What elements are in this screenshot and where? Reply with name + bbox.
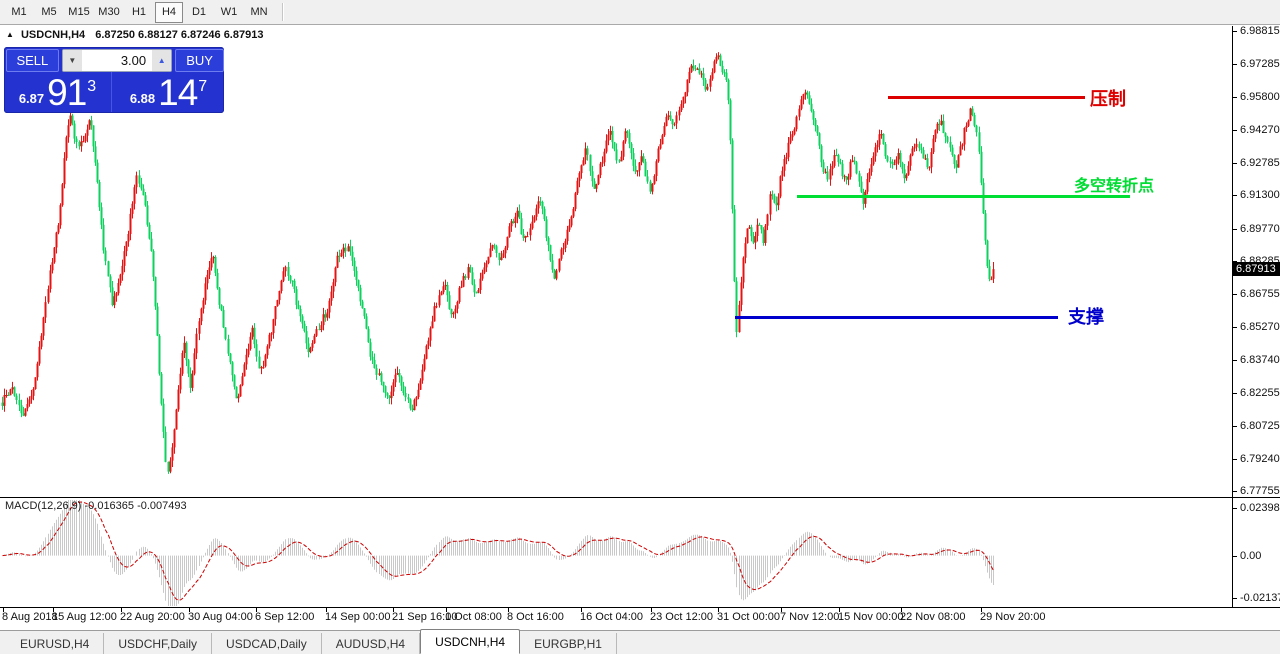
support-label: 支撑	[1068, 307, 1104, 327]
price-axis-label: 6.98815	[1240, 25, 1280, 37]
time-axis-label: 29 Nov 20:00	[980, 611, 1046, 623]
time-axis-label: 1 Oct 08:00	[445, 611, 502, 623]
chart-symbol-label: USDCNH,H4	[20, 29, 86, 41]
sell-price-display[interactable]: 6.87 91 3	[4, 72, 112, 112]
time-axis-label: 16 Oct 04:00	[580, 611, 643, 623]
timeframe-toolbar: M1 M5 M15 M30 H1 H4 D1 W1 MN	[0, 0, 1280, 25]
price-axis-label: 6.89770	[1240, 222, 1280, 235]
time-axis-label: 14 Sep 00:00	[325, 611, 391, 623]
price-axis-label: 6.95800	[1240, 90, 1280, 103]
chart-tab-AUDUSD-H4[interactable]: AUDUSD,H4	[322, 633, 421, 654]
time-axis-label: 30 Aug 04:00	[188, 611, 253, 623]
chart-frame	[0, 26, 1280, 612]
toolbar-separator	[282, 3, 284, 21]
candles-up-bodies	[3, 55, 995, 472]
time-axis-label: 7 Nov 12:00	[780, 611, 840, 623]
price-axis-label: 6.91300	[1240, 189, 1280, 202]
sell-price-sup: 3	[87, 78, 97, 95]
timeframe-button-H4[interactable]: H4	[155, 1, 183, 23]
price-axis-label: 6.77755	[1240, 485, 1280, 497]
buy-button[interactable]: BUY	[175, 49, 224, 72]
buy-price-display[interactable]: 6.88 14 7	[113, 72, 224, 112]
time-axis-label: 22 Nov 08:00	[900, 611, 966, 623]
resistance-label: 压制	[1090, 89, 1126, 109]
price-axis-label: 6.85270	[1240, 320, 1280, 333]
chart-tab-EURGBP-H1[interactable]: EURGBP,H1	[520, 633, 617, 654]
volume-increase-button[interactable]: ▲	[152, 50, 172, 71]
time-axis-label: 22 Aug 20:00	[120, 611, 185, 623]
sell-price-big: 91	[47, 72, 87, 113]
macd-main-value: -0.016365	[84, 500, 135, 512]
candles-down-wicks	[2, 53, 990, 474]
macd-indicator-label: MACD(12,26,9) -0.016365 -0.007493	[5, 500, 187, 512]
volume-value[interactable]: 3.00	[81, 50, 153, 71]
price-axis-label: 6.86755	[1240, 288, 1280, 301]
timeframe-button-M30[interactable]: M30	[98, 6, 120, 18]
time-axis-label: 8 Aug 2018	[2, 611, 58, 623]
candles-down-bodies	[1, 55, 991, 472]
time-axis-label: 6 Sep 12:00	[255, 611, 315, 623]
macd-signal-value: -0.007493	[137, 500, 187, 512]
price-axis-label: 6.97285	[1240, 58, 1280, 71]
time-axis-label: 15 Aug 12:00	[52, 611, 117, 623]
sell-price-prefix: 6.87	[18, 91, 45, 106]
time-axis-label: 8 Oct 16:00	[507, 611, 564, 623]
chart-title: ▲ USDCNH,H4 6.87250 6.88127 6.87246 6.87…	[6, 29, 263, 41]
buy-price-prefix: 6.88	[129, 91, 156, 106]
macd-axis-label: 0.00	[1240, 549, 1262, 562]
timeframe-button-MN[interactable]: MN	[250, 6, 268, 18]
macd-axis-label: 0.02398	[1240, 502, 1280, 514]
price-axis-label: 6.82255	[1240, 386, 1280, 399]
price-axis-label: 6.80725	[1240, 420, 1280, 433]
buy-price-big: 14	[158, 72, 198, 113]
collapse-triangle-icon[interactable]: ▲	[6, 30, 14, 39]
chart-tab-USDCNH-H4[interactable]: USDCNH,H4	[420, 629, 521, 654]
chart-tab-USDCAD-Daily[interactable]: USDCAD,Daily	[212, 633, 322, 654]
time-axis-label: 23 Oct 12:00	[650, 611, 713, 623]
one-click-trading-panel: SELL ▼ 3.00 ▲ BUY 6.87 91 3 6.88 14 7	[4, 47, 224, 113]
macd-signal-line	[2, 501, 994, 601]
timeframe-button-H1[interactable]: H1	[131, 6, 147, 18]
time-axis-label: 31 Oct 00:00	[717, 611, 780, 623]
price-axis-label: 6.94270	[1240, 124, 1280, 137]
trade-panel-controls: SELL ▼ 3.00 ▲ BUY	[4, 49, 224, 72]
chart-tab-USDCHF-Daily[interactable]: USDCHF,Daily	[104, 633, 213, 654]
time-axis-label: 21 Sep 16:00	[392, 611, 458, 623]
price-axis-label: 6.83740	[1240, 354, 1280, 367]
chart-tab-bar: EURUSD,H4 USDCHF,Daily USDCAD,Daily AUDUSD,…	[0, 629, 1280, 654]
macd-axis-label: -0.02137	[1240, 592, 1280, 604]
timeframe-button-M1[interactable]: M1	[11, 6, 27, 18]
price-axis-label: 6.92785	[1240, 156, 1280, 169]
pivot-label: 多空转折点	[1074, 178, 1155, 195]
current-price-badge: 6.87913	[1233, 262, 1280, 277]
macd-name: MACD(12,26,9)	[5, 500, 82, 512]
time-axis-label: 15 Nov 00:00	[838, 611, 904, 623]
chart-tab-EURUSD-H4[interactable]: EURUSD,H4	[6, 633, 105, 654]
price-axis-label: 6.79240	[1240, 452, 1280, 465]
timeframe-button-D1[interactable]: D1	[191, 6, 207, 18]
timeframe-button-M5[interactable]: M5	[41, 6, 57, 18]
timeframe-button-M15[interactable]: M15	[68, 6, 90, 18]
sell-button[interactable]: SELL	[6, 49, 59, 72]
volume-decrease-button[interactable]: ▼	[62, 50, 82, 71]
chart-ohlc-values: 6.87250 6.88127 6.87246 6.87913	[95, 29, 264, 41]
volume-stepper: ▼ 3.00 ▲	[61, 49, 173, 72]
macd-histogram	[4, 500, 994, 606]
timeframe-button-W1[interactable]: W1	[220, 6, 238, 18]
buy-price-sup: 7	[198, 78, 208, 95]
